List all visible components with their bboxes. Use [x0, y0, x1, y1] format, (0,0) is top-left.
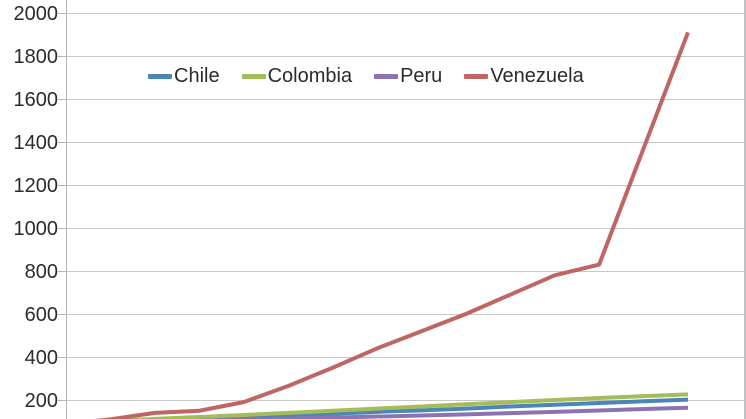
series-line-chile	[137, 397, 689, 419]
legend-swatch-venezuela	[464, 73, 489, 79]
y-axis-label-1200: 1200	[13, 175, 59, 197]
legend-swatch-chile	[148, 73, 172, 79]
y-tick-800	[58, 271, 66, 272]
gridline-600	[66, 314, 746, 315]
y-axis-label-1600: 1600	[13, 89, 59, 111]
gridline-400	[66, 357, 746, 358]
legend-item-peru[interactable]: Peru	[374, 66, 442, 86]
gridline-2000	[66, 13, 746, 14]
y-tick-1600	[58, 99, 66, 100]
series-line-peru	[193, 405, 689, 419]
legend-item-chile[interactable]: Chile	[148, 66, 220, 86]
y-axis-label-600: 600	[24, 304, 58, 326]
y-axis-label-2000: 2000	[13, 3, 59, 25]
legend-swatch-peru	[374, 73, 399, 79]
y-tick-1000	[58, 228, 66, 229]
gridline-1200	[66, 185, 746, 186]
gridline-1800	[66, 56, 746, 57]
legend-label-colombia: Colombia	[267, 65, 353, 87]
chart-right-border	[744, 0, 746, 419]
y-axis-label-800: 800	[24, 261, 58, 283]
y-axis-label-400: 400	[24, 347, 58, 369]
y-tick-1800	[58, 56, 66, 57]
chart-legend: Chile Colombia Peru Venezuela	[148, 66, 584, 86]
legend-label-peru: Peru	[400, 65, 443, 87]
y-axis-label-1400: 1400	[13, 132, 59, 154]
legend-label-venezuela: Venezuela	[490, 65, 584, 87]
y-axis-line	[66, 0, 67, 419]
legend-swatch-colombia	[241, 73, 266, 79]
y-tick-2000	[58, 13, 66, 14]
gridline-200	[66, 400, 746, 401]
y-axis-label-1800: 1800	[13, 46, 59, 68]
series-line-colombia	[111, 392, 689, 419]
y-tick-1200	[58, 185, 66, 186]
y-tick-600	[58, 314, 66, 315]
legend-item-venezuela[interactable]: Venezuela	[464, 65, 584, 87]
legend-label-chile: Chile	[174, 65, 220, 87]
y-axis-label-200: 200	[24, 390, 58, 412]
gridline-1000	[66, 228, 746, 229]
y-axis-label-1000: 1000	[13, 218, 59, 240]
gridline-1400	[66, 142, 746, 143]
y-tick-1400	[58, 142, 66, 143]
gridline-800	[66, 271, 746, 272]
gridline-1600	[66, 99, 746, 100]
y-tick-200	[58, 400, 66, 401]
series-line-venezuela	[94, 31, 690, 419]
plot-area	[66, 0, 746, 419]
y-tick-400	[58, 357, 66, 358]
legend-item-colombia[interactable]: Colombia	[241, 65, 353, 87]
